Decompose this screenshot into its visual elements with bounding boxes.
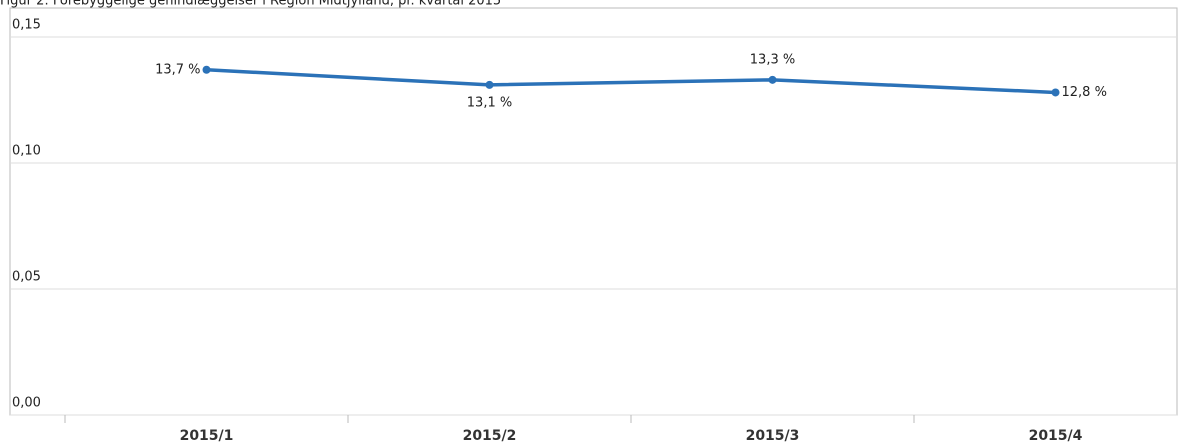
x-tick-label: 2015/1: [180, 428, 234, 444]
y-tick-label: 0,05: [12, 270, 41, 285]
x-tick-label: 2015/4: [1029, 428, 1083, 444]
line: [206, 68, 1056, 95]
data-label: 12,8 %: [1062, 85, 1107, 100]
point: [768, 75, 777, 84]
data-label: 13,7 %: [155, 62, 200, 77]
y-tick-label: 0,10: [12, 144, 41, 159]
x-tick-label: 2015/2: [463, 428, 517, 444]
point: [202, 65, 211, 74]
data-label: 13,1 %: [467, 95, 512, 110]
x-tick-label: 2015/3: [746, 428, 800, 444]
point: [1051, 88, 1060, 97]
y-tick-label: 0,15: [12, 18, 41, 33]
plot: 0,00 0,05 0,10 0,15 2015/1 2015/2 2015/3 2015/4…: [10, 18, 1177, 444]
data-label: 13,3 %: [750, 52, 795, 67]
point: [485, 80, 494, 89]
y-tick-label: 0,00: [12, 396, 41, 411]
chart-title: Figur 2: Forebyggelige genindlæggelser i…: [0, 0, 501, 9]
